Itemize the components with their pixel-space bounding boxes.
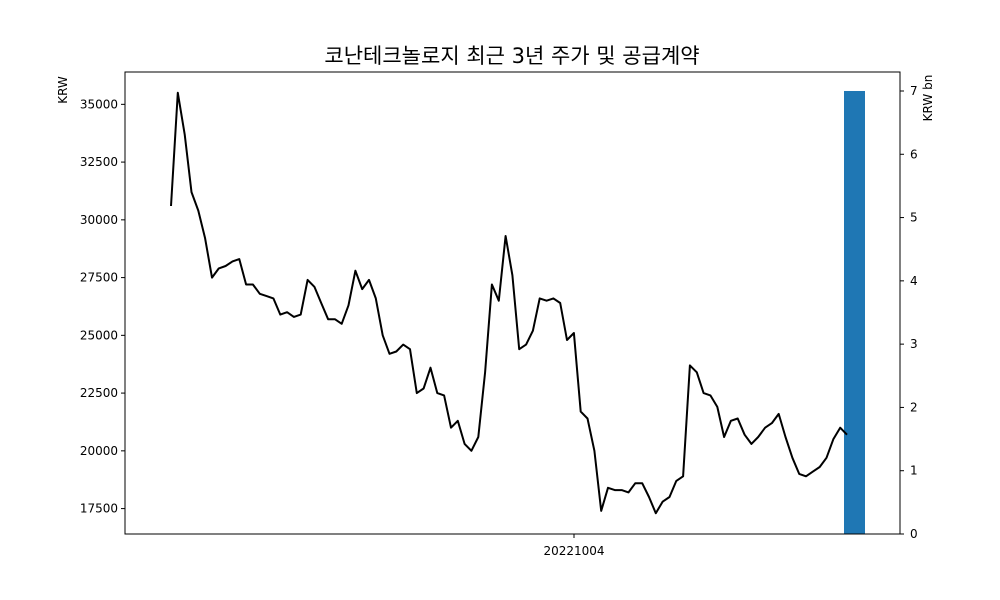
plot-frame bbox=[124, 71, 901, 535]
y2-tick-label: 0 bbox=[910, 527, 918, 541]
y2-tick-label: 1 bbox=[910, 464, 918, 478]
y-tick-label: 30000 bbox=[80, 213, 118, 227]
y2-tick-label: 4 bbox=[910, 274, 918, 288]
chart-title: 코난테크놀로지 최근 3년 주가 및 공급계약 bbox=[324, 44, 699, 68]
y2-tick-label: 5 bbox=[910, 211, 918, 225]
y-tick-label: 25000 bbox=[80, 328, 118, 342]
y2-tick-label: 6 bbox=[910, 147, 918, 161]
y-tick-label: 20000 bbox=[80, 444, 118, 458]
y-tick-label: 17500 bbox=[80, 502, 118, 516]
y-tick-label: 22500 bbox=[80, 386, 118, 400]
y-tick-label: 27500 bbox=[80, 271, 118, 285]
bar-0 bbox=[844, 90, 865, 534]
y-tick-label: 32500 bbox=[80, 155, 118, 169]
y2-tick-label: 7 bbox=[910, 84, 918, 98]
x-tick-label: 20221004 bbox=[543, 544, 604, 558]
y2-axis-label: KRW bn bbox=[921, 75, 935, 122]
y2-tick-label: 2 bbox=[910, 400, 918, 414]
y2-tick-label: 3 bbox=[910, 337, 918, 351]
y-tick-label: 35000 bbox=[80, 97, 118, 111]
price-line bbox=[170, 91, 848, 515]
y-axis-label: KRW bbox=[56, 76, 70, 104]
plot-layer: 17500 20000 22500 25000 27500 30000 32500 35000… bbox=[80, 71, 918, 541]
